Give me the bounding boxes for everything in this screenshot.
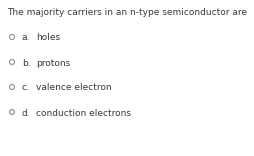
Text: a.: a. — [22, 34, 30, 42]
Text: protons: protons — [36, 58, 70, 68]
Circle shape — [9, 110, 14, 115]
Circle shape — [9, 59, 14, 65]
Circle shape — [9, 34, 14, 39]
Text: d.: d. — [22, 109, 30, 117]
Circle shape — [9, 84, 14, 90]
Text: conduction electrons: conduction electrons — [36, 109, 131, 117]
Text: valence electron: valence electron — [36, 83, 111, 93]
Text: The majority carriers in an n-type semiconductor are: The majority carriers in an n-type semic… — [7, 8, 246, 17]
Text: b.: b. — [22, 58, 30, 68]
Text: holes: holes — [36, 34, 60, 42]
Text: c.: c. — [22, 83, 30, 93]
